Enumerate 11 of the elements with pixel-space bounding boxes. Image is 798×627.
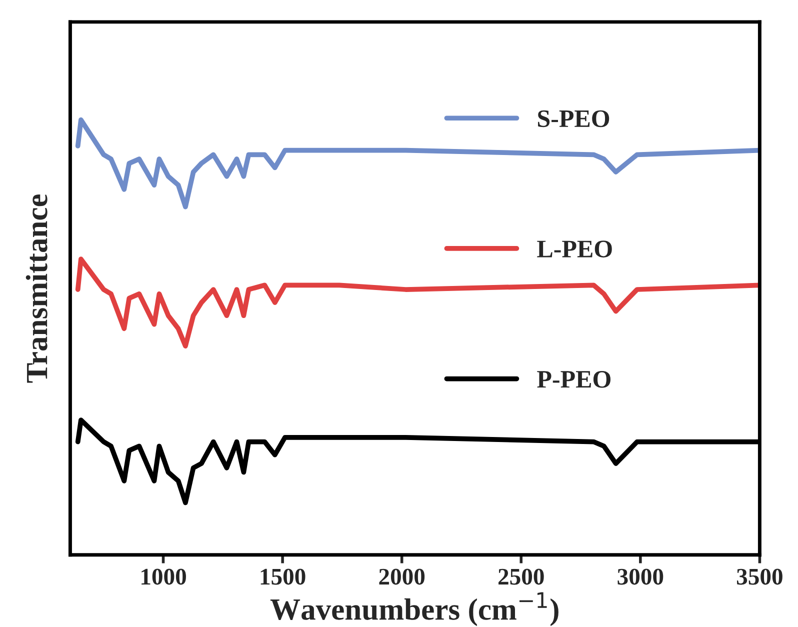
x-tick-label: 2500 bbox=[498, 568, 544, 585]
legend-label: L-PEO bbox=[537, 240, 612, 258]
x-tick-label: 3000 bbox=[618, 568, 664, 585]
y-axis-title: Transmittance bbox=[26, 194, 48, 383]
legend-label: S-PEO bbox=[538, 110, 610, 128]
x-axis-title: Wavenumbers (cm$^{−1}$) bbox=[270, 592, 558, 626]
x-tick-label: 1500 bbox=[260, 568, 306, 585]
legend-label: P-PEO bbox=[537, 370, 610, 388]
x-tick-label: 2000 bbox=[379, 568, 425, 585]
x-tick-label: 1000 bbox=[142, 568, 186, 585]
x-tick-label: 3500 bbox=[736, 568, 782, 585]
